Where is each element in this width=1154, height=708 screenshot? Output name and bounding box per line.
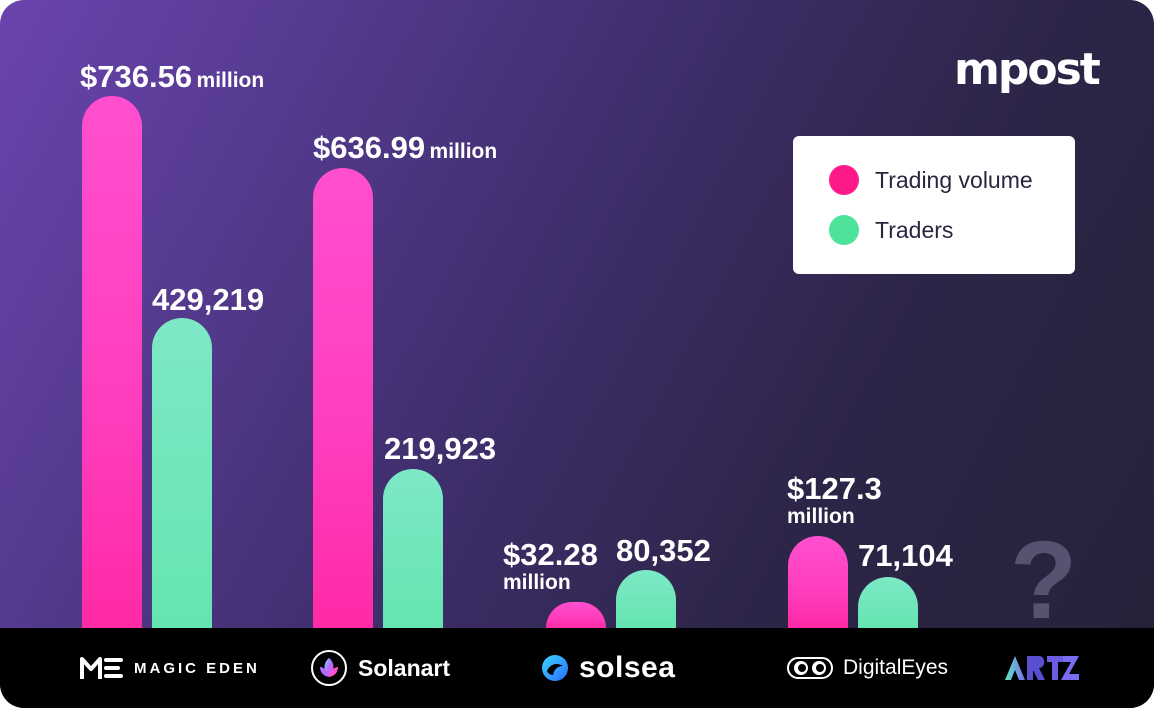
label-trading-volume-digitaleyes: $127.3 million <box>787 471 882 528</box>
brand-logo: mpost <box>954 44 1101 95</box>
label-traders-solanart: 219,923 <box>384 431 497 466</box>
bar-trading-volume-solsea <box>546 602 606 628</box>
legend-label-trading-volume: Trading volume <box>875 166 1033 193</box>
legend-item-trading-volume: Trading volume <box>829 165 1033 195</box>
solanart-logo: Solanart <box>310 628 450 708</box>
solanart-logo-icon <box>311 650 347 686</box>
bar-traders-solanart <box>383 469 443 628</box>
chart-legend: Trading volume Traders <box>793 136 1075 274</box>
bar-trading-volume-magic-eden <box>82 96 142 628</box>
label-trading-volume-solsea: $32.28 million <box>503 537 598 594</box>
label-traders-solsea: 80,352 <box>616 533 711 568</box>
label-trading-volume-magic-eden: $736.56 million <box>80 59 265 94</box>
legend-item-traders: Traders <box>829 215 953 245</box>
label-traders-digitaleyes: 71,104 <box>858 538 953 573</box>
bar-traders-solsea <box>616 569 676 628</box>
artz-logo <box>1003 628 1081 708</box>
solsea-logo-icon <box>542 655 568 681</box>
magic-eden-logo: MAGIC EDEN <box>80 628 260 708</box>
bar-traders-digitaleyes <box>858 576 918 628</box>
label-trading-volume-solanart: $636.99 million <box>313 130 498 165</box>
legend-label-traders: Traders <box>875 216 954 243</box>
magic-eden-logo-icon <box>80 657 123 679</box>
magic-eden-logo-text: MAGIC EDEN <box>134 659 260 677</box>
digitaleyes-logo-icon <box>787 657 833 679</box>
digitaleyes-logo: DigitalEyes <box>787 628 948 708</box>
bar-traders-magic-eden <box>152 318 212 628</box>
marketplace-footer: MAGIC EDEN Solanart <box>0 628 1154 708</box>
legend-swatch-trading-volume <box>829 165 859 195</box>
artz-logo-icon <box>1005 656 1079 680</box>
legend-swatch-traders <box>829 215 859 245</box>
solsea-logo: solsea <box>541 628 675 708</box>
unknown-data-marker: ? <box>1010 519 1078 642</box>
solsea-logo-text: solsea <box>579 651 676 684</box>
solanart-logo-text: Solanart <box>358 654 451 681</box>
bar-trading-volume-digitaleyes <box>788 536 848 628</box>
digitaleyes-logo-text: DigitalEyes <box>843 656 949 679</box>
bar-trading-volume-solanart <box>313 167 373 628</box>
label-traders-magic-eden: 429,219 <box>152 282 265 317</box>
